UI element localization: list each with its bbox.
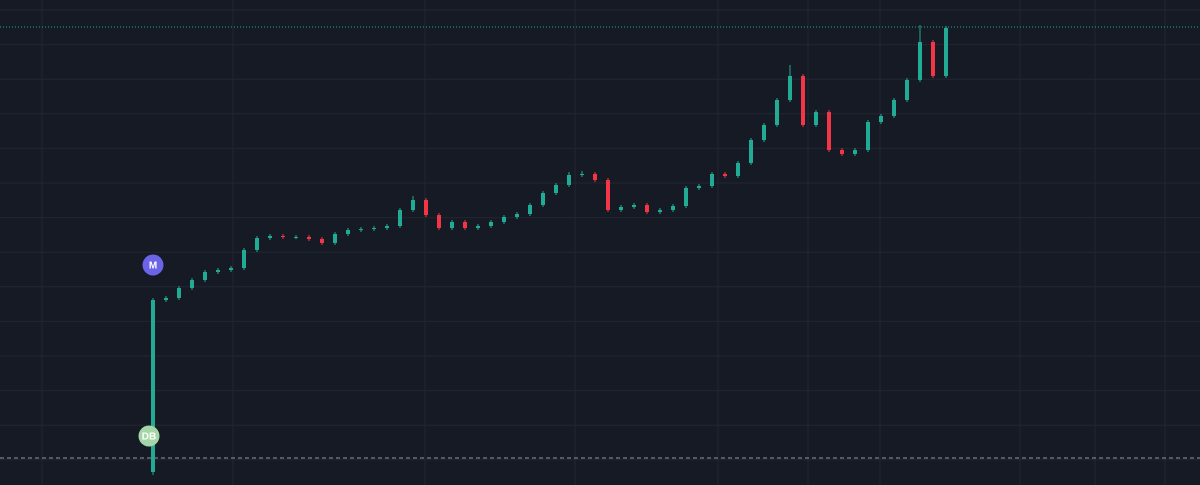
candle-body [541,193,545,205]
candle-body [177,288,181,298]
candle-body [606,180,610,210]
candle-body [944,28,948,76]
candle-body [918,42,922,80]
candle-body [255,238,259,250]
candle-body [333,234,337,243]
candle-body [307,237,311,239]
candle-body [502,217,506,222]
candle-body [697,186,701,188]
candle-body [892,100,896,116]
candle-body [684,188,688,206]
candle-body [645,205,649,212]
candle-body [801,76,805,125]
candle-body [242,250,246,268]
candle-body [346,230,350,234]
candle-body [424,200,428,215]
candle-body [671,206,675,210]
candle-body [359,229,363,230]
candle-body [827,112,831,150]
candle-body [281,236,285,237]
candle-body [372,228,376,229]
candle-body [554,185,558,193]
candle-body [489,222,493,226]
candle-body [593,174,597,180]
candle-body [775,100,779,125]
candle-body [151,300,155,472]
candle-body [619,207,623,210]
candle-body [658,210,662,212]
annotation-label: DB [142,432,156,443]
candle-body [476,226,480,228]
candle-body [515,214,519,217]
candle-body [931,42,935,76]
candle-body [866,122,870,150]
candle-body [723,174,727,176]
candle-body [450,222,454,228]
candle-body [294,237,298,238]
candle-body [437,215,441,228]
candle-body [190,280,194,288]
candle-body [229,268,233,270]
annotation-marker [142,254,164,276]
candle-body [879,116,883,122]
candle-body [749,140,753,163]
annotation-label: M [149,261,157,272]
candle-body [567,175,571,185]
candle-body [814,112,818,125]
candle-body [736,163,740,176]
candle-body [710,174,714,186]
candle-body [411,200,415,210]
candle-body [580,174,584,175]
candle-body [528,205,532,214]
candle-body [463,222,467,228]
candle-body [398,210,402,226]
candle-body [385,226,389,228]
candle-body [762,125,766,140]
candle-body [268,236,272,238]
candle-body [216,270,220,272]
annotation-marker [138,425,160,447]
candle-body [164,298,168,300]
candle-body [840,150,844,154]
candle-body [203,272,207,280]
candle-body [632,205,636,207]
candle-body [320,239,324,243]
candle-body [905,80,909,100]
candle-body [853,150,857,154]
candle-body [788,76,792,100]
